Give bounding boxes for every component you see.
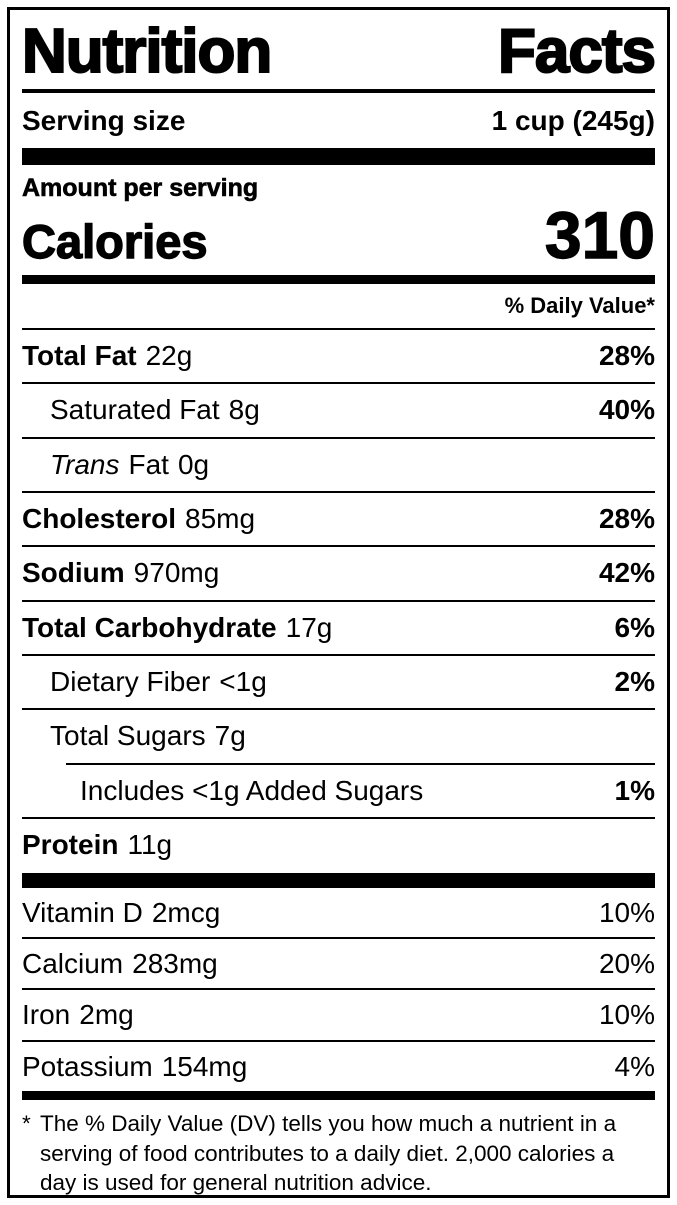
micronutrient-name-text: Iron xyxy=(22,999,71,1031)
serving-size-label: Serving size xyxy=(22,104,186,136)
nutrient-name-trans-fat: Trans Fat 0g xyxy=(22,449,209,480)
nutrient-row-cholesterol: Cholesterol 85mg 28% xyxy=(22,490,655,545)
nutrient-amount: 11g xyxy=(127,829,173,861)
nutrient-amount: 85mg xyxy=(185,502,256,534)
serving-size-row: Serving size 1 cup (245g) xyxy=(22,93,655,148)
nutrient-name-added-sugars: Includes <1g Added Sugars xyxy=(80,774,424,806)
nutrient-name-sodium: Sodium 970mg xyxy=(22,557,219,588)
nutrient-row-protein: Protein 11g xyxy=(22,817,655,871)
micronutrient-row-potassium: Potassium 154mg 4% xyxy=(22,1039,655,1091)
nutrient-dv-added-sugars: 1% xyxy=(614,774,655,806)
nutrient-amount: 17g xyxy=(285,611,333,643)
micronutrient-name-vitamin-d: Vitamin D 2mcg xyxy=(22,897,220,928)
separator-bar-calories xyxy=(22,274,655,284)
micronutrient-name-iron: Iron 2mg xyxy=(22,999,134,1030)
micronutrient-name-text: Potassium xyxy=(22,1050,153,1082)
micronutrient-name-potassium: Potassium 154mg xyxy=(22,1051,247,1082)
nutrient-amount: 0g xyxy=(177,448,210,480)
nutrient-dv-sodium: 42% xyxy=(598,557,655,589)
title-word-facts: Facts xyxy=(497,17,657,86)
nutrient-name-text: Protein xyxy=(22,829,119,861)
nutrient-row-trans-fat: Trans Fat 0g xyxy=(22,436,655,491)
nutrient-dv-total-carbohydrate: 6% xyxy=(614,611,655,643)
serving-size-value: 1 cup (245g) xyxy=(491,104,655,136)
nutrient-name-text: Total Carbohydrate xyxy=(22,611,277,643)
micronutrient-row-vitamin-d: Vitamin D 2mcg 10% xyxy=(22,888,655,937)
micronutrient-amount: 283mg xyxy=(132,947,218,979)
micronutrient-amount: 154mg xyxy=(161,1050,248,1082)
nutrient-name-text: Saturated Fat xyxy=(50,394,220,426)
micronutrient-row-calcium: Calcium 283mg 20% xyxy=(22,936,655,988)
separator-bar-micronutrients xyxy=(22,872,655,888)
nutrient-name-protein: Protein 11g xyxy=(22,829,172,860)
footnote-asterisk: * xyxy=(22,1110,31,1136)
nutrient-amount: 7g xyxy=(214,720,246,752)
nutrient-dv-dietary-fiber: 2% xyxy=(614,666,655,698)
nutrient-row-total-fat: Total Fat 22g 28% xyxy=(22,327,655,382)
nutrient-row-dietary-fiber: Dietary Fiber <1g 2% xyxy=(22,654,655,708)
nutrient-row-sodium: Sodium 970mg 42% xyxy=(22,545,655,599)
nutrient-row-total-carbohydrate: Total Carbohydrate 17g 6% xyxy=(22,599,655,654)
micronutrient-dv-calcium: 20% xyxy=(598,947,655,979)
nutrient-row-saturated-fat: Saturated Fat 8g 40% xyxy=(22,382,655,436)
micronutrient-dv-vitamin-d: 10% xyxy=(598,896,655,928)
micronutrient-dv-iron: 10% xyxy=(598,999,655,1031)
calories-row: Calories 310 xyxy=(21,198,656,275)
nutrient-amount: 22g xyxy=(145,339,193,371)
micronutrient-row-iron: Iron 2mg 10% xyxy=(22,988,655,1039)
nutrient-dv-saturated-fat: 40% xyxy=(598,394,655,426)
nutrient-name-text: Sodium xyxy=(22,557,125,589)
nutrient-name-text: Dietary Fiber xyxy=(50,666,211,698)
nutrient-row-added-sugars: Includes <1g Added Sugars 1% xyxy=(22,765,655,817)
title-word-nutrition: Nutrition xyxy=(21,17,273,86)
footnote-text: The % Daily Value (DV) tells you how muc… xyxy=(40,1110,617,1196)
calories-label: Calories xyxy=(21,215,208,269)
calories-value: 310 xyxy=(544,198,656,273)
nutrient-name-text: Cholesterol xyxy=(22,502,177,534)
nutrient-amount: <1g xyxy=(219,666,267,698)
label-title: Nutrition Facts xyxy=(21,10,657,89)
nutrient-name-italic: Trans xyxy=(50,448,120,480)
micronutrient-dv-potassium: 4% xyxy=(614,1050,655,1082)
nutrient-name-rest: Fat xyxy=(128,448,169,480)
nutrient-amount: 8g xyxy=(228,394,260,426)
separator-bar-footnote xyxy=(22,1090,655,1100)
daily-value-header: % Daily Value* xyxy=(504,292,655,318)
footnote: * The % Daily Value (DV) tells you how m… xyxy=(22,1100,655,1196)
separator-bar-serving xyxy=(22,147,655,165)
added-sugars-divider xyxy=(66,762,655,765)
nutrient-name-saturated-fat: Saturated Fat 8g xyxy=(22,394,260,425)
nutrient-dv-total-fat: 28% xyxy=(598,339,655,371)
amount-per-serving-label: Amount per serving xyxy=(22,173,259,202)
nutrient-amount: 970mg xyxy=(133,557,220,589)
nutrient-name-total-sugars: Total Sugars 7g xyxy=(22,720,246,751)
nutrient-name-dietary-fiber: Dietary Fiber <1g xyxy=(22,666,267,697)
nutrient-row-total-sugars: Total Sugars 7g xyxy=(22,708,655,762)
nutrient-dv-cholesterol: 28% xyxy=(598,502,655,534)
micronutrient-amount: 2mg xyxy=(79,999,134,1031)
micronutrient-amount: 2mcg xyxy=(151,896,221,928)
micronutrient-name-text: Calcium xyxy=(22,947,124,979)
nutrition-facts-label: Nutrition Facts Serving size 1 cup (245g… xyxy=(7,7,670,1198)
micronutrient-name-calcium: Calcium 283mg xyxy=(22,948,218,979)
nutrient-name-text: Total Sugars xyxy=(50,720,206,752)
nutrient-name-text: Total Fat xyxy=(22,339,137,371)
micronutrient-name-text: Vitamin D xyxy=(22,896,143,928)
nutrient-name-total-carbohydrate: Total Carbohydrate 17g xyxy=(22,612,332,643)
nutrient-name-cholesterol: Cholesterol 85mg xyxy=(22,503,255,534)
title-divider xyxy=(22,88,655,93)
nutrient-name-total-fat: Total Fat 22g xyxy=(22,340,192,371)
